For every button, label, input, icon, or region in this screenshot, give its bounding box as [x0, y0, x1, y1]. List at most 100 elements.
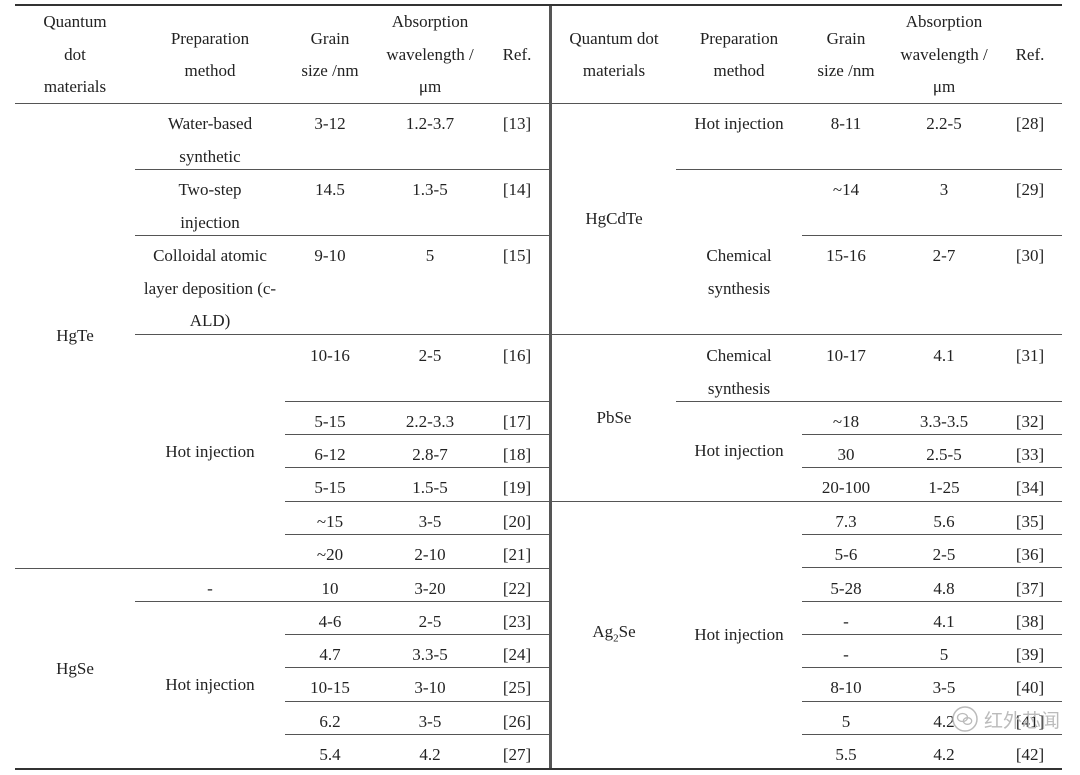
cell-grain-size: 10-17: [826, 346, 866, 365]
cell-grain-size: 5-15: [314, 412, 346, 431]
cell-grain-size: 5.5: [835, 745, 857, 764]
row-rule: [285, 534, 549, 535]
row-rule: [676, 401, 1062, 402]
cell-grain-size: 15-16: [826, 246, 866, 265]
method-hot-injection: Hot injection: [694, 114, 784, 133]
cell-absorption: 3.3-3.5: [919, 412, 969, 431]
cell-grain-size: ~20: [316, 545, 344, 564]
cell-absorption: 2.2-5: [926, 114, 962, 133]
cell-ref: [20]: [502, 512, 532, 531]
group-rule: [552, 334, 1062, 335]
cell-grain-size: -: [843, 645, 849, 664]
cell-grain-size: 7.3: [835, 512, 857, 531]
cell-grain-size: 10: [321, 579, 339, 598]
cell-grain-size: 5-15: [314, 478, 346, 497]
method-water-based: Water-based synthetic: [167, 114, 253, 166]
cell-grain-size: 5-28: [830, 579, 862, 598]
material-hgse: HgSe: [56, 658, 94, 678]
cell-grain-size: 8-10: [830, 678, 862, 697]
row-rule: [802, 601, 1062, 602]
cell-ref: [28]: [1015, 114, 1045, 133]
cell-absorption: 2.2-3.3: [405, 412, 455, 431]
cell-absorption: 2.5-5: [926, 445, 962, 464]
row-rule: [802, 467, 1062, 468]
header-material: Quantum dot materials: [569, 28, 659, 81]
row-rule: [802, 567, 1062, 568]
cell-grain-size: 5-6: [834, 545, 858, 564]
row-rule: [285, 401, 549, 402]
cell-ref: [22]: [502, 579, 532, 598]
cell-grain-size: 5: [841, 712, 851, 731]
row-rule: [285, 701, 549, 702]
cell-ref: [37]: [1015, 579, 1045, 598]
watermark-text: 红外芯闻: [983, 709, 1060, 732]
cell-absorption: 4.2: [933, 745, 955, 764]
cell-ref: [33]: [1015, 445, 1045, 464]
cell-ref: [16]: [502, 346, 532, 365]
row-rule: [802, 701, 1062, 702]
row-rule: [285, 634, 549, 635]
cell-absorption: 4.8: [933, 579, 955, 598]
header-material: Quantum dot materials: [43, 12, 107, 97]
cell-absorption: 1-25: [928, 478, 960, 497]
method-hot-injection: Hot injection: [165, 441, 255, 461]
cell-absorption: 3-5: [418, 512, 442, 531]
method-c-ald: Colloidal atomic layer deposition (c-ALD…: [143, 246, 277, 330]
cell-absorption: 2-5: [418, 346, 442, 365]
cell-ref: [40]: [1015, 678, 1045, 697]
header-grain-size: Grain size /nm: [817, 28, 875, 81]
material-ag2se: Ag2Se: [592, 621, 636, 644]
method-chemical-synthesis: Chemical synthesis: [706, 246, 772, 298]
cell-grain-size: 4-6: [318, 612, 342, 631]
cell-absorption: 2-10: [414, 545, 446, 564]
cell-grain-size: 8-11: [830, 114, 862, 133]
cell-ref: [15]: [502, 246, 532, 265]
cell-grain-size: -: [843, 612, 849, 631]
cell-grain-size: 6-12: [314, 445, 346, 464]
method-chemical-synthesis: Chemical synthesis: [706, 346, 772, 398]
cell-ref: [26]: [502, 712, 532, 731]
row-rule: [285, 501, 549, 502]
cell-absorption: 2-7: [932, 246, 956, 265]
header-method: Preparation method: [170, 28, 250, 81]
cell-absorption: 1.3-5: [412, 180, 448, 199]
method-hot-injection: Hot injection: [694, 624, 784, 644]
header-rule: [15, 103, 1062, 104]
cell-ref: [31]: [1015, 346, 1045, 365]
cell-absorption: 2-5: [418, 612, 442, 631]
row-rule: [135, 235, 549, 236]
cell-grain-size: 4.7: [319, 645, 341, 664]
cell-ref: [18]: [502, 445, 532, 464]
cell-ref: [17]: [502, 412, 532, 431]
cell-ref: [21]: [502, 545, 532, 564]
bottom-rule: [15, 768, 1062, 770]
cell-ref: [24]: [502, 645, 532, 664]
cell-absorption: 4.1: [933, 612, 955, 631]
row-rule: [135, 334, 549, 335]
method-dash: -: [207, 579, 213, 598]
row-rule: [802, 734, 1062, 735]
cell-grain-size: 10-15: [310, 678, 350, 697]
cell-absorption: 4.2: [933, 712, 955, 731]
header-absorption: Absorption wavelength /μm: [900, 12, 988, 97]
cell-absorption: 3.3-5: [412, 645, 448, 664]
cell-ref: [27]: [502, 745, 532, 764]
cell-ref: [14]: [502, 180, 532, 199]
header-grain-size: Grain size /nm: [301, 28, 359, 81]
cell-absorption: 1.5-5: [412, 478, 448, 497]
cell-grain-size: 14.5: [315, 180, 345, 199]
cell-absorption: 1.2-3.7: [405, 114, 455, 133]
cell-grain-size: ~18: [832, 412, 860, 431]
cell-grain-size: 5.4: [319, 745, 341, 764]
material-hgte: HgTe: [56, 325, 94, 345]
cell-ref: [32]: [1015, 412, 1045, 431]
method-two-step: Two-step injection: [178, 180, 242, 232]
header-method: Preparation method: [699, 28, 779, 81]
cell-ref: [19]: [502, 478, 532, 497]
row-rule: [676, 169, 1062, 170]
method-hot-injection: Hot injection: [165, 674, 255, 694]
cell-grain-size: 10-16: [310, 346, 350, 365]
cell-absorption: 3: [939, 180, 949, 199]
cell-absorption: 3-5: [418, 712, 442, 731]
